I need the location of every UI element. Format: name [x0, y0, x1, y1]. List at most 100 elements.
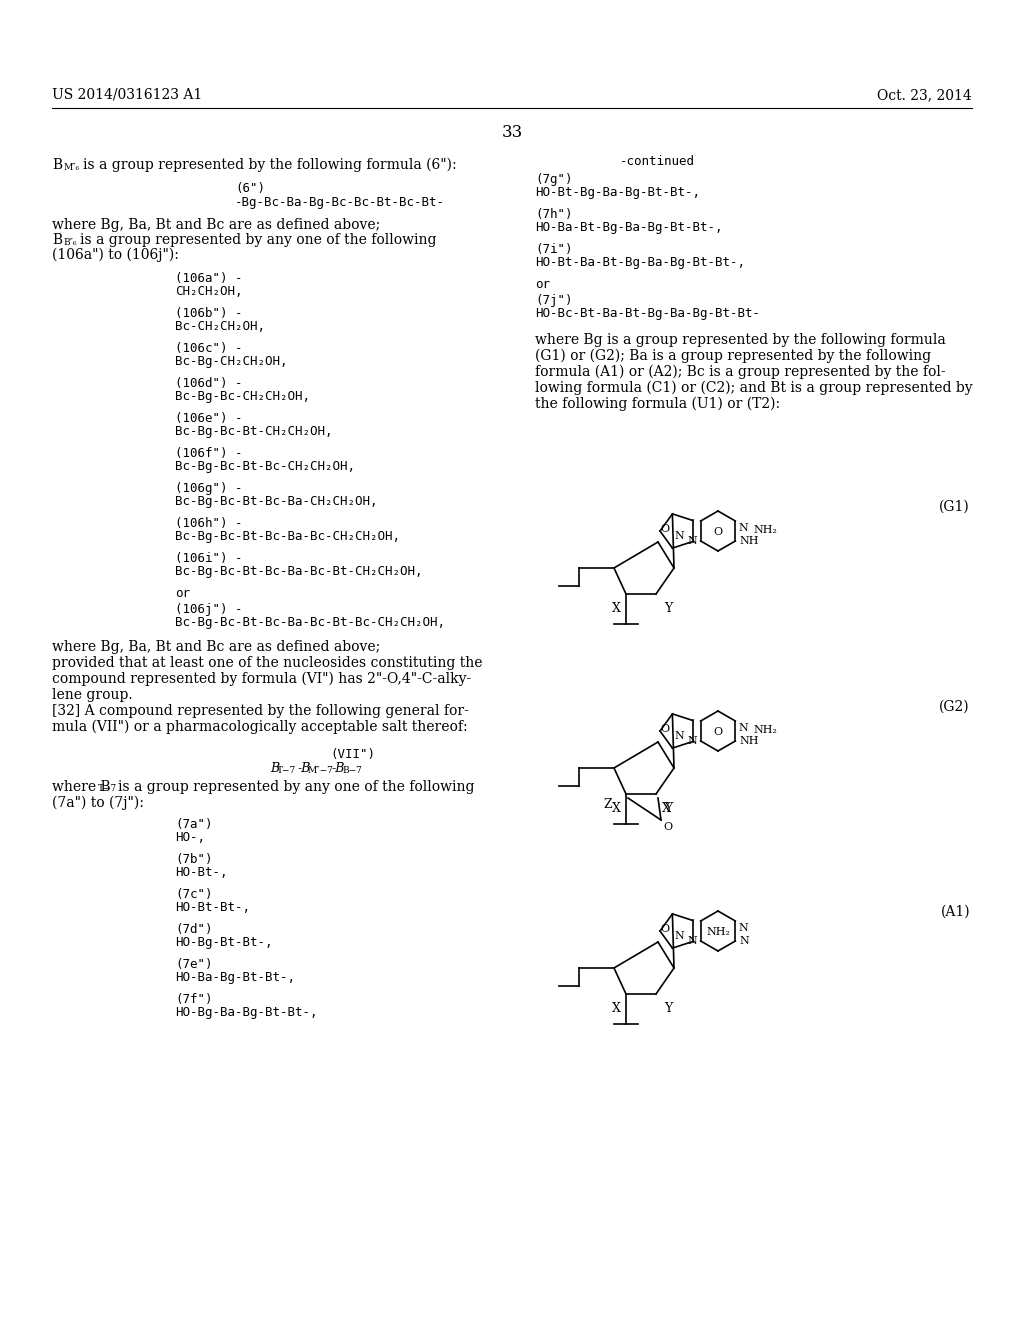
Text: (G2): (G2) [939, 700, 970, 714]
Text: X: X [611, 602, 621, 615]
Text: NH₂: NH₂ [707, 927, 730, 937]
Text: (7a") to (7j"):: (7a") to (7j"): [52, 796, 144, 810]
Text: is a group represented by any one of the following: is a group represented by any one of the… [80, 234, 436, 247]
Text: Bc-Bg-Bc-Bt-Bc-Ba-Bc-Bt-CH₂CH₂OH,: Bc-Bg-Bc-Bt-Bc-Ba-Bc-Bt-CH₂CH₂OH, [175, 565, 423, 578]
Text: X: X [611, 803, 621, 814]
Text: T−7: T−7 [278, 766, 296, 775]
Text: N: N [688, 737, 697, 746]
Text: HO-Bg-Ba-Bg-Bt-Bt-,: HO-Bg-Ba-Bg-Bt-Bt-, [175, 1006, 317, 1019]
Text: B″₆: B″₆ [63, 238, 77, 247]
Text: (106e") -: (106e") - [175, 412, 243, 425]
Text: N: N [739, 936, 750, 946]
Text: (A1): (A1) [940, 906, 970, 919]
Text: provided that at least one of the nucleosides constituting the: provided that at least one of the nucleo… [52, 656, 482, 671]
Text: N: N [675, 531, 685, 541]
Text: lowing formula (C1) or (C2); and Bt is a group represented by: lowing formula (C1) or (C2); and Bt is a… [535, 381, 973, 396]
Text: (106j") -: (106j") - [175, 603, 243, 616]
Text: B: B [270, 762, 280, 775]
Text: where Bg, Ba, Bt and Bc are as defined above;: where Bg, Ba, Bt and Bc are as defined a… [52, 218, 380, 232]
Text: NH₂: NH₂ [754, 525, 777, 535]
Text: HO-Ba-Bg-Bt-Bt-,: HO-Ba-Bg-Bt-Bt-, [175, 972, 295, 983]
Text: X: X [662, 803, 671, 814]
Text: (7h"): (7h") [535, 209, 572, 220]
Text: US 2014/0316123 A1: US 2014/0316123 A1 [52, 88, 203, 102]
Text: compound represented by formula (VI") has 2"-O,4"-C-alky-: compound represented by formula (VI") ha… [52, 672, 471, 686]
Text: (106f") -: (106f") - [175, 447, 243, 459]
Text: N: N [675, 730, 685, 741]
Text: N: N [738, 723, 749, 733]
Text: 33: 33 [502, 124, 522, 141]
Text: Bc-Bg-CH₂CH₂OH,: Bc-Bg-CH₂CH₂OH, [175, 355, 288, 368]
Text: where B: where B [52, 780, 111, 795]
Text: X: X [611, 1002, 621, 1015]
Text: (106h") -: (106h") - [175, 517, 243, 531]
Text: Y: Y [664, 803, 672, 814]
Text: (106i") -: (106i") - [175, 552, 243, 565]
Text: the following formula (U1) or (T2):: the following formula (U1) or (T2): [535, 397, 780, 412]
Text: -Bg-Bc-Ba-Bg-Bc-Bc-Bt-Bc-Bt-: -Bg-Bc-Ba-Bg-Bc-Bc-Bt-Bc-Bt- [234, 195, 445, 209]
Text: M″₆: M″₆ [63, 162, 79, 172]
Text: Bc-Bg-Bc-Bt-Bc-Ba-CH₂CH₂OH,: Bc-Bg-Bc-Bt-Bc-Ba-CH₂CH₂OH, [175, 495, 378, 508]
Text: Bc-Bg-Bc-Bt-Bc-Ba-Bc-CH₂CH₂OH,: Bc-Bg-Bc-Bt-Bc-Ba-Bc-CH₂CH₂OH, [175, 531, 400, 543]
Text: HO-Bt-Bg-Ba-Bg-Bt-Bt-,: HO-Bt-Bg-Ba-Bg-Bt-Bt-, [535, 186, 700, 199]
Text: NH: NH [739, 536, 759, 546]
Text: CH₂CH₂OH,: CH₂CH₂OH, [175, 285, 243, 298]
Text: N: N [688, 536, 697, 546]
Text: Bc-Bg-Bc-Bt-Bc-Ba-Bc-Bt-Bc-CH₂CH₂OH,: Bc-Bg-Bc-Bt-Bc-Ba-Bc-Bt-Bc-CH₂CH₂OH, [175, 616, 445, 630]
Text: M″−7: M″−7 [308, 766, 334, 775]
Text: [32] A compound represented by the following general for-: [32] A compound represented by the follo… [52, 704, 469, 718]
Text: HO-Bt-Bt-,: HO-Bt-Bt-, [175, 902, 250, 913]
Text: or: or [535, 279, 550, 290]
Text: B−7: B−7 [342, 766, 361, 775]
Text: N: N [675, 931, 685, 941]
Text: where Bg is a group represented by the following formula: where Bg is a group represented by the f… [535, 333, 946, 347]
Text: NH: NH [739, 737, 759, 746]
Text: O: O [660, 924, 669, 935]
Text: (106d") -: (106d") - [175, 378, 243, 389]
Text: Bc-Bg-Bc-Bt-CH₂CH₂OH,: Bc-Bg-Bc-Bt-CH₂CH₂OH, [175, 425, 333, 438]
Text: HO-Bg-Bt-Bt-,: HO-Bg-Bt-Bt-, [175, 936, 272, 949]
Text: -B: -B [298, 762, 311, 775]
Text: NH₂: NH₂ [754, 725, 777, 735]
Text: (106c") -: (106c") - [175, 342, 243, 355]
Text: N: N [738, 923, 749, 933]
Text: N: N [688, 936, 697, 946]
Text: (7g"): (7g") [535, 173, 572, 186]
Text: Y: Y [664, 1002, 672, 1015]
Text: (7i"): (7i") [535, 243, 572, 256]
Text: O: O [660, 723, 669, 734]
Text: (7a"): (7a") [175, 818, 213, 832]
Text: B: B [52, 234, 62, 247]
Text: HO-Ba-Bt-Bg-Ba-Bg-Bt-Bt-,: HO-Ba-Bt-Bg-Ba-Bg-Bt-Bt-, [535, 220, 723, 234]
Text: Oct. 23, 2014: Oct. 23, 2014 [878, 88, 972, 102]
Text: O: O [714, 527, 723, 537]
Text: (7j"): (7j") [535, 294, 572, 308]
Text: (7d"): (7d") [175, 923, 213, 936]
Text: O: O [714, 727, 723, 737]
Text: O: O [660, 524, 669, 535]
Text: formula (A1) or (A2); Bc is a group represented by the fol-: formula (A1) or (A2); Bc is a group repr… [535, 366, 945, 379]
Text: B: B [52, 158, 62, 172]
Text: lene group.: lene group. [52, 688, 133, 702]
Text: Bc-Bg-Bc-CH₂CH₂OH,: Bc-Bg-Bc-CH₂CH₂OH, [175, 389, 310, 403]
Text: where Bg, Ba, Bt and Bc are as defined above;: where Bg, Ba, Bt and Bc are as defined a… [52, 640, 380, 653]
Text: Bc-Bg-Bc-Bt-Bc-CH₂CH₂OH,: Bc-Bg-Bc-Bt-Bc-CH₂CH₂OH, [175, 459, 355, 473]
Text: (106b") -: (106b") - [175, 308, 243, 319]
Text: Z: Z [603, 799, 612, 810]
Text: or: or [175, 587, 190, 601]
Text: N: N [738, 523, 749, 533]
Text: (G1): (G1) [939, 500, 970, 513]
Text: (7c"): (7c") [175, 888, 213, 902]
Text: is a group represented by the following formula (6"):: is a group represented by the following … [83, 158, 457, 173]
Text: -B: -B [332, 762, 345, 775]
Text: (106a") to (106j"):: (106a") to (106j"): [52, 248, 179, 263]
Text: (106a") -: (106a") - [175, 272, 243, 285]
Text: Bc-CH₂CH₂OH,: Bc-CH₂CH₂OH, [175, 319, 265, 333]
Text: O: O [663, 822, 672, 832]
Text: mula (VII") or a pharmacologically acceptable salt thereof:: mula (VII") or a pharmacologically accep… [52, 719, 468, 734]
Text: is a group represented by any one of the following: is a group represented by any one of the… [118, 780, 474, 795]
Text: (7e"): (7e") [175, 958, 213, 972]
Text: HO-Bc-Bt-Ba-Bt-Bg-Ba-Bg-Bt-Bt-: HO-Bc-Bt-Ba-Bt-Bg-Ba-Bg-Bt-Bt- [535, 308, 760, 319]
Text: (G1) or (G2); Ba is a group represented by the following: (G1) or (G2); Ba is a group represented … [535, 348, 931, 363]
Text: -continued: -continued [620, 154, 695, 168]
